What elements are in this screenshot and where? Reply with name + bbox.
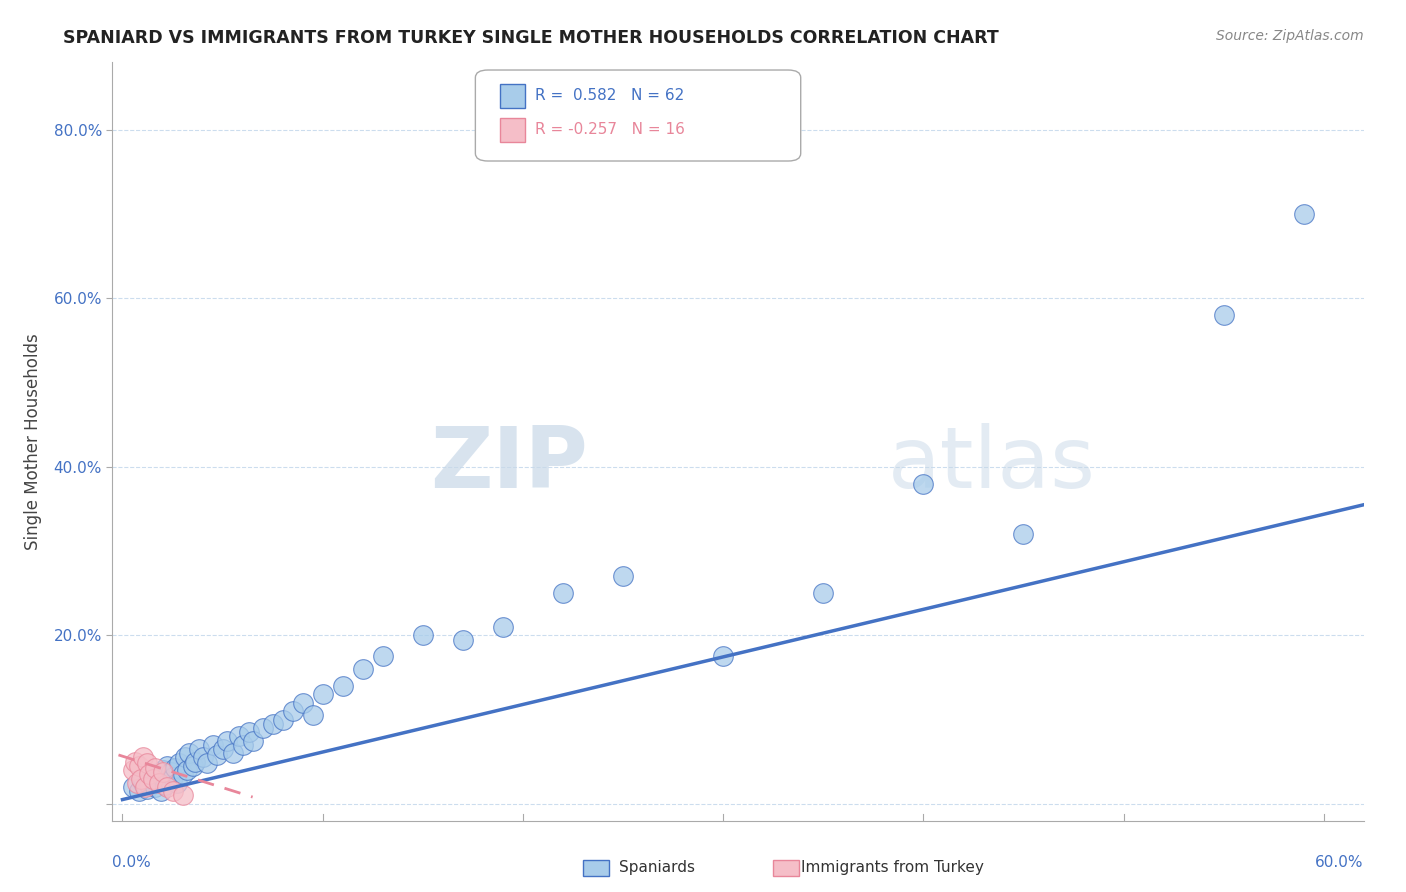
Point [912, 476, 935, 491]
Point [162, 770, 184, 784]
Point [121, 780, 143, 794]
Point [124, 755, 146, 769]
Point [412, 628, 434, 642]
Point [149, 784, 172, 798]
Text: Immigrants from Turkey: Immigrants from Turkey [801, 860, 984, 874]
Point [1012, 527, 1035, 541]
Point [143, 780, 166, 794]
Point [121, 763, 143, 777]
Point [238, 725, 260, 739]
Point [155, 780, 177, 794]
Point [301, 708, 323, 723]
Point [551, 586, 574, 600]
Point [332, 679, 354, 693]
Point [141, 767, 163, 781]
Point [166, 776, 188, 790]
Point [163, 761, 186, 775]
Point [134, 780, 156, 794]
Point [135, 756, 157, 771]
Point [352, 662, 374, 676]
Point [492, 620, 515, 634]
Point [128, 784, 150, 798]
Point [281, 704, 304, 718]
Point [172, 767, 194, 781]
Point [211, 742, 233, 756]
Point [711, 649, 734, 664]
Point [145, 770, 167, 784]
Point [159, 764, 181, 779]
Point [176, 763, 198, 777]
Point [128, 759, 150, 773]
Point [135, 781, 157, 796]
Point [1292, 207, 1315, 221]
Point [173, 750, 195, 764]
Point [141, 772, 163, 786]
Point [232, 738, 254, 752]
Point [162, 784, 184, 798]
Text: atlas: atlas [889, 423, 1097, 506]
Point [221, 746, 243, 760]
Point [157, 773, 180, 788]
Point [177, 746, 200, 760]
Point [131, 772, 153, 786]
Point [291, 696, 314, 710]
Point [148, 776, 170, 790]
Point [152, 772, 174, 786]
Point [312, 687, 335, 701]
Point [215, 733, 238, 747]
Text: Spaniards: Spaniards [619, 860, 695, 874]
Point [143, 761, 166, 775]
Point [242, 733, 264, 747]
Point [371, 649, 394, 664]
Text: ZIP: ZIP [430, 423, 588, 506]
Point [138, 767, 160, 781]
Point [271, 713, 294, 727]
Point [252, 721, 274, 735]
Point [187, 742, 209, 756]
Point [152, 764, 174, 779]
Point [195, 756, 218, 771]
Point [138, 778, 160, 792]
Point [183, 755, 205, 769]
Point [167, 756, 190, 771]
Point [201, 738, 224, 752]
Point [181, 759, 204, 773]
Text: Source: ZipAtlas.com: Source: ZipAtlas.com [1216, 29, 1364, 43]
Point [205, 747, 228, 762]
Text: R = -0.257   N = 16: R = -0.257 N = 16 [536, 122, 685, 137]
Point [131, 776, 153, 790]
Point [262, 716, 284, 731]
Text: 60.0%: 60.0% [1316, 855, 1364, 870]
Y-axis label: Single Mother Households: Single Mother Households [24, 334, 42, 549]
Point [451, 632, 474, 647]
Point [228, 730, 250, 744]
Point [813, 586, 835, 600]
Point [191, 750, 214, 764]
Point [153, 778, 176, 792]
FancyBboxPatch shape [475, 70, 801, 161]
Text: SPANIARD VS IMMIGRANTS FROM TURKEY SINGLE MOTHER HOUSEHOLDS CORRELATION CHART: SPANIARD VS IMMIGRANTS FROM TURKEY SINGL… [63, 29, 1000, 46]
Point [148, 776, 170, 790]
FancyBboxPatch shape [501, 118, 526, 142]
Point [125, 776, 148, 790]
Point [141, 773, 163, 788]
Text: R =  0.582   N = 62: R = 0.582 N = 62 [536, 88, 685, 103]
Point [131, 750, 153, 764]
Point [155, 759, 177, 773]
Point [1212, 308, 1234, 322]
Point [612, 569, 634, 583]
Point [172, 789, 194, 803]
Point [129, 772, 152, 786]
Point [152, 763, 174, 777]
Point [155, 767, 177, 781]
Text: 0.0%: 0.0% [112, 855, 152, 870]
FancyBboxPatch shape [501, 84, 526, 108]
